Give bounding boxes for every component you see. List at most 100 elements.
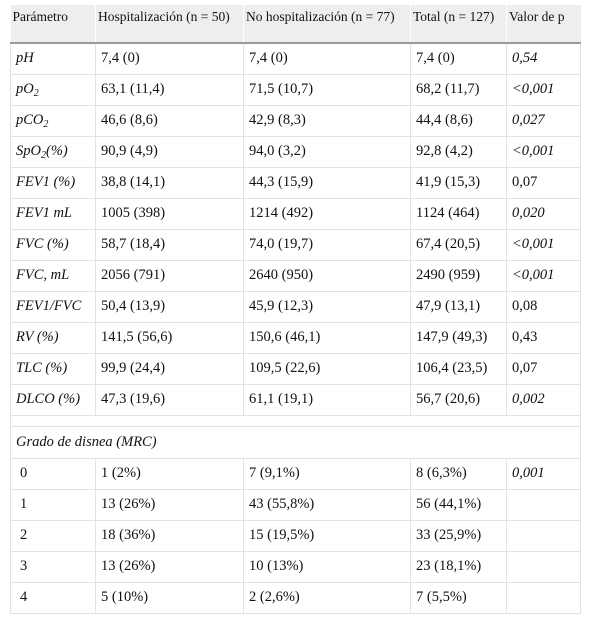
parameter-cell: pH (10, 43, 96, 75)
table-row: SpO2(%) 90,9 (4,9) 94,0 (3,2) 92,8 (4,2) <0,… (10, 136, 581, 168)
parameter-name: FEV1 (%) (16, 174, 76, 190)
parameter-cell: FVC, mL (10, 260, 96, 292)
total-cell: 8 (6,3%) (410, 458, 507, 490)
hospitalizacion-cell: 47,3 (19,6) (95, 384, 244, 416)
header-parametro: Parámetro (10, 5, 96, 44)
header-hospitalizacion: Hospitalización (n = 50) (95, 5, 244, 44)
hospitalizacion-cell: 58,7 (18,4) (95, 229, 244, 261)
parameter-cell: SpO2(%) (10, 136, 96, 168)
p-value-cell: 0,43 (506, 322, 581, 354)
section-row: Grado de disnea (MRC) (10, 426, 581, 459)
table-row: RV (%) 141,5 (56,6) 150,6 (46,1) 147,9 (49,… (10, 322, 581, 354)
no-hospitalizacion-cell: 71,5 (10,7) (243, 74, 411, 106)
parameter-cell: pCO2 (10, 105, 96, 137)
table-row: pO2 63,1 (11,4) 71,5 (10,7) 68,2 (11,7) <0,0… (10, 74, 581, 106)
p-value-cell: <0,001 (506, 260, 581, 292)
p-value-cell: 0,07 (506, 167, 581, 199)
header-total: Total (n = 127) (410, 5, 507, 44)
grade-cell: 3 (10, 551, 96, 583)
section-title: Grado de disnea (MRC) (10, 426, 581, 459)
total-cell: 147,9 (49,3) (410, 322, 507, 354)
table-row: FEV1 mL 1005 (398) 1214 (492) 1124 (464) 0,0… (10, 198, 581, 230)
parameter-name: SpO (16, 143, 41, 159)
parameter-subscript: 2 (43, 119, 49, 130)
hospitalizacion-cell: 141,5 (56,6) (95, 322, 244, 354)
parameter-name: DLCO (%) (16, 391, 81, 407)
p-value-cell (506, 520, 581, 552)
parameter-name: FVC, mL (16, 267, 70, 283)
parameter-cell: pO2 (10, 74, 96, 106)
p-value-cell (506, 582, 581, 614)
p-value-cell: 0,001 (506, 458, 581, 490)
parameter-name: pCO (16, 112, 44, 128)
no-hospitalizacion-cell: 44,3 (15,9) (243, 167, 411, 199)
grade-cell: 2 (10, 520, 96, 552)
p-value-cell: 0,54 (506, 43, 581, 75)
no-hospitalizacion-cell: 45,9 (12,3) (243, 291, 411, 323)
no-hospitalizacion-cell: 74,0 (19,7) (243, 229, 411, 261)
table-row: pH 7,4 (0) 7,4 (0) 7,4 (0) 0,54 (10, 43, 581, 75)
total-cell: 1124 (464) (410, 198, 507, 230)
spacer-row (10, 415, 581, 427)
parameter-cell: FEV1 mL (10, 198, 96, 230)
table-row: FVC (%) 58,7 (18,4) 74,0 (19,7) 67,4 (20,5)… (10, 229, 581, 261)
p-value-cell: 0,08 (506, 291, 581, 323)
hospitalizacion-cell: 13 (26%) (95, 489, 244, 521)
table-row: FEV1 (%) 38,8 (14,1) 44,3 (15,9) 41,9 (15,3… (10, 167, 581, 199)
no-hospitalizacion-cell: 15 (19,5%) (243, 520, 411, 552)
total-cell: 106,4 (23,5) (410, 353, 507, 385)
table-body: pH 7,4 (0) 7,4 (0) 7,4 (0) 0,54 pO2 63,1 (11,4… (10, 43, 581, 614)
hospitalizacion-cell: 18 (36%) (95, 520, 244, 552)
parameter-name: FEV1 mL (16, 205, 72, 221)
parameter-cell: RV (%) (10, 322, 96, 354)
total-cell: 7,4 (0) (410, 43, 507, 75)
grade-cell: 0 (10, 458, 96, 490)
header-no-hospitalizacion: No hospitalización (n = 77) (243, 5, 411, 44)
table-row: DLCO (%) 47,3 (19,6) 61,1 (19,1) 56,7 (20,6… (10, 384, 581, 416)
total-cell: 2490 (959) (410, 260, 507, 292)
hospitalizacion-cell: 5 (10%) (95, 582, 244, 614)
table-row: FEV1/FVC 50,4 (13,9) 45,9 (12,3) 47,9 (13,1… (10, 291, 581, 323)
hospitalizacion-cell: 2056 (791) (95, 260, 244, 292)
parameter-name: TLC (%) (16, 360, 68, 376)
spacer-cell (10, 415, 581, 427)
results-table: Parámetro Hospitalización (n = 50) No ho… (10, 5, 581, 614)
no-hospitalizacion-cell: 150,6 (46,1) (243, 322, 411, 354)
no-hospitalizacion-cell: 2 (2,6%) (243, 582, 411, 614)
hospitalizacion-cell: 38,8 (14,1) (95, 167, 244, 199)
table-row: pCO2 46,6 (8,6) 42,9 (8,3) 44,4 (8,6) 0,027 (10, 105, 581, 137)
hospitalizacion-cell: 1005 (398) (95, 198, 244, 230)
p-value-cell: 0,07 (506, 353, 581, 385)
no-hospitalizacion-cell: 42,9 (8,3) (243, 105, 411, 137)
p-value-cell (506, 489, 581, 521)
grade-cell: 4 (10, 582, 96, 614)
p-value-cell: 0,027 (506, 105, 581, 137)
p-value-cell: 0,020 (506, 198, 581, 230)
p-value-cell: <0,001 (506, 74, 581, 106)
table-row: TLC (%) 99,9 (24,4) 109,5 (22,6) 106,4 (23,… (10, 353, 581, 385)
parameter-name: pO (16, 81, 34, 97)
p-value-cell (506, 551, 581, 583)
no-hospitalizacion-cell: 7,4 (0) (243, 43, 411, 75)
parameter-cell: FVC (%) (10, 229, 96, 261)
total-cell: 56,7 (20,6) (410, 384, 507, 416)
total-cell: 68,2 (11,7) (410, 74, 507, 106)
parameter-cell: TLC (%) (10, 353, 96, 385)
hospitalizacion-cell: 50,4 (13,9) (95, 291, 244, 323)
grade-cell: 1 (10, 489, 96, 521)
no-hospitalizacion-cell: 2640 (950) (243, 260, 411, 292)
total-cell: 33 (25,9%) (410, 520, 507, 552)
parameter-suffix: (%) (45, 143, 68, 159)
total-cell: 44,4 (8,6) (410, 105, 507, 137)
no-hospitalizacion-cell: 7 (9,1%) (243, 458, 411, 490)
total-cell: 92,8 (4,2) (410, 136, 507, 168)
no-hospitalizacion-cell: 61,1 (19,1) (243, 384, 411, 416)
parameter-name: FEV1/FVC (16, 298, 82, 314)
hospitalizacion-cell: 99,9 (24,4) (95, 353, 244, 385)
parameter-cell: FEV1 (%) (10, 167, 96, 199)
hospitalizacion-cell: 13 (26%) (95, 551, 244, 583)
p-value-cell: <0,001 (506, 229, 581, 261)
parameter-cell: FEV1/FVC (10, 291, 96, 323)
no-hospitalizacion-cell: 43 (55,8%) (243, 489, 411, 521)
